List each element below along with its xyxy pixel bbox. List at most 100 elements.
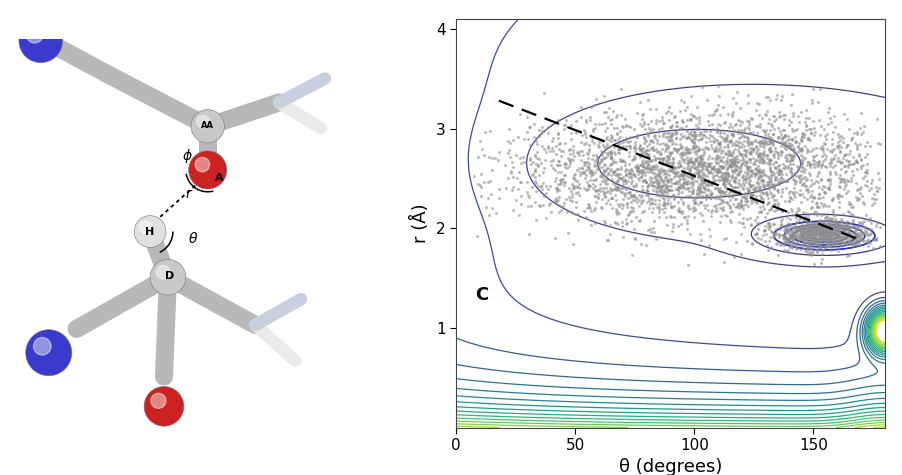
Point [600, 236, 614, 244]
Point [694, 182, 708, 190]
Point [663, 203, 677, 211]
Point [817, 235, 832, 242]
Point [800, 238, 815, 246]
Point [562, 157, 576, 165]
Point [733, 193, 748, 201]
Point [555, 176, 569, 183]
Point [635, 162, 649, 170]
Point [779, 157, 794, 164]
Point [766, 197, 780, 204]
Point [686, 181, 700, 189]
Point [727, 142, 741, 149]
Point [723, 137, 737, 144]
Point [813, 236, 827, 243]
Point [804, 205, 818, 212]
Point [644, 181, 658, 189]
Point [655, 166, 669, 174]
Point [563, 196, 577, 204]
Point [828, 222, 842, 230]
Point [669, 122, 684, 130]
Point [723, 162, 737, 170]
Point [653, 184, 667, 191]
Point [759, 151, 774, 159]
Point [783, 205, 797, 213]
Point [567, 198, 582, 206]
Point [665, 164, 679, 171]
Point [819, 216, 833, 224]
Point [575, 131, 589, 138]
Point [832, 225, 846, 232]
Point [595, 190, 610, 198]
Point [853, 183, 868, 191]
Point [594, 195, 609, 203]
Point [796, 236, 810, 243]
Point [841, 229, 855, 237]
Point [816, 218, 831, 225]
Point [621, 133, 636, 141]
Point [634, 150, 649, 157]
Point [785, 228, 799, 236]
Point [673, 96, 687, 104]
Point [553, 177, 567, 184]
Point [542, 199, 557, 207]
Point [614, 218, 629, 226]
Point [784, 229, 798, 237]
Point [843, 203, 858, 211]
Point [692, 172, 706, 180]
Point [675, 116, 689, 124]
Point [793, 225, 807, 232]
Point [804, 180, 818, 188]
Point [550, 129, 565, 137]
Point [735, 176, 750, 184]
Point [659, 178, 674, 185]
Text: A: A [215, 173, 224, 183]
Point [817, 244, 832, 252]
Point [591, 161, 605, 168]
Point [621, 210, 636, 218]
Point [830, 224, 844, 232]
Point [777, 241, 791, 248]
Point [591, 142, 605, 149]
Point [695, 175, 710, 182]
Point [857, 142, 871, 150]
Point [833, 215, 847, 222]
Point [674, 167, 688, 175]
Point [628, 133, 642, 141]
Point [584, 171, 599, 178]
Point [677, 171, 692, 179]
Point [657, 195, 671, 202]
Point [822, 177, 836, 185]
Point [779, 238, 794, 246]
Point [778, 145, 793, 153]
Point [740, 165, 754, 173]
Point [808, 240, 823, 247]
Point [789, 238, 804, 246]
Point [761, 179, 776, 186]
Point [765, 141, 779, 149]
Point [656, 133, 670, 140]
Point [630, 164, 645, 171]
Point [694, 145, 708, 152]
Point [762, 144, 777, 152]
Point [656, 201, 670, 209]
Point [802, 233, 816, 241]
Point [823, 147, 837, 154]
Point [576, 126, 591, 133]
Point [611, 145, 625, 153]
Point [814, 221, 828, 228]
Point [805, 193, 820, 201]
Point [678, 122, 693, 130]
Point [794, 235, 808, 242]
Point [812, 231, 826, 239]
Point [682, 192, 696, 200]
Point [659, 179, 674, 186]
Point [695, 170, 710, 178]
Point [626, 171, 640, 179]
Point [834, 175, 849, 182]
Point [807, 144, 822, 152]
Point [796, 227, 811, 235]
Point [737, 175, 751, 183]
Point [800, 135, 815, 142]
Point [756, 158, 770, 165]
Point [640, 151, 654, 158]
